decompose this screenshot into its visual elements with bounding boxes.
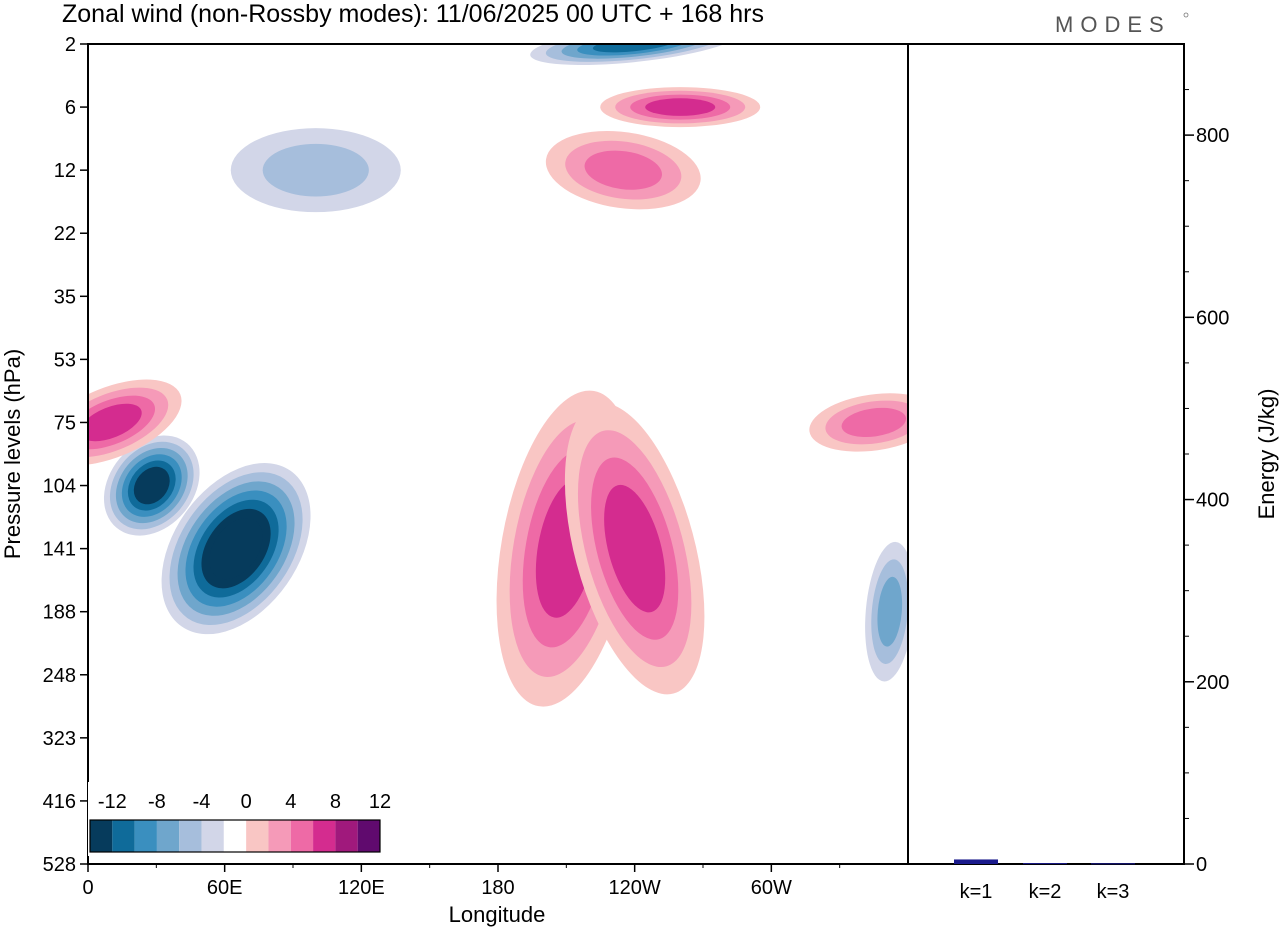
colorbar-swatch	[290, 820, 314, 852]
colorbar-label: 12	[369, 791, 391, 813]
easterly-anomaly	[103, 435, 200, 536]
easterly-anomaly	[230, 128, 401, 213]
energy-tick-label: 200	[1196, 672, 1229, 694]
colorbar-swatch	[156, 820, 180, 852]
colorbar-swatch	[90, 820, 113, 852]
colorbar-frame	[89, 819, 381, 853]
westerly-anomaly	[545, 130, 701, 210]
easterly-anomaly	[161, 463, 311, 635]
energy-bar	[1091, 863, 1135, 865]
contour-band	[877, 576, 903, 647]
colorbar-swatch	[134, 820, 157, 852]
easterly-anomaly	[865, 541, 908, 682]
energy-axis: 0 200 400 600 800	[1184, 89, 1229, 876]
x-axis: 0 60E 120E 180 120W 60W	[82, 864, 841, 899]
colorbar-swatch	[201, 820, 224, 852]
colorbar-swatch	[313, 820, 336, 852]
x-tick-label: 120E	[338, 877, 385, 899]
energy-bar	[954, 859, 998, 864]
energy-tick-label: 800	[1196, 125, 1229, 147]
y-tick-label: 141	[43, 539, 76, 561]
y-axis: 2 6 12 22 35 53 75 104 141 188 248 323 416 528	[43, 34, 88, 876]
y-tick-label: 2	[65, 34, 76, 56]
energy-bar	[1023, 863, 1067, 865]
colorbar-swatch	[357, 820, 380, 852]
colorbar-label: 4	[285, 791, 296, 813]
y-tick-label: 528	[43, 854, 76, 876]
chart-title: Zonal wind (non-Rossby modes): 11/06/202…	[62, 0, 764, 28]
contour-band	[88, 403, 142, 442]
contour-band	[645, 98, 716, 116]
y-tick-label: 12	[54, 160, 76, 182]
colorbar: -12 -8 -4 0 4 8 12	[88, 782, 391, 856]
y-tick-label: 188	[43, 602, 76, 624]
heatmap	[88, 44, 908, 864]
contour-band	[262, 143, 369, 197]
modes-logo: MODES	[1055, 12, 1171, 37]
x-tick-label: 120W	[609, 877, 661, 899]
westerly-anomaly	[809, 393, 908, 452]
y-tick-label: 35	[54, 286, 76, 308]
y-tick-label: 22	[54, 223, 76, 245]
colorbar-label: 0	[241, 791, 252, 813]
energy-axis-label: Energy (J/kg)	[1254, 389, 1279, 520]
westerly-anomaly	[564, 402, 705, 695]
colorbar-swatch	[335, 820, 358, 852]
contour-band	[133, 466, 170, 505]
energy-bar-label: k=3	[1097, 881, 1130, 903]
energy-panel-frame	[907, 43, 1185, 865]
x-tick-label: 60E	[207, 877, 243, 899]
contour-band	[841, 407, 907, 438]
contour-band	[604, 484, 666, 613]
y-tick-label: 75	[54, 412, 76, 434]
energy-tick-label: 600	[1196, 307, 1229, 329]
y-tick-label: 323	[43, 728, 76, 750]
y-axis-label: Pressure levels (hPa)	[0, 349, 25, 559]
contour-band	[592, 44, 677, 53]
colorbar-swatch	[246, 820, 269, 852]
energy-bar-label: k=2	[1029, 881, 1062, 903]
energy-tick-label: 0	[1196, 854, 1207, 876]
logo-mark	[1183, 12, 1189, 18]
colorbar-label: -12	[98, 791, 127, 813]
colorbar-swatch	[179, 820, 202, 852]
heatmap-background	[88, 44, 908, 864]
contour-band	[209, 518, 263, 580]
colorbar-swatch	[112, 820, 135, 852]
energy-tick-label: 400	[1196, 490, 1229, 512]
energy-bars: k=1 k=2 k=3	[954, 859, 1135, 903]
westerly-anomaly	[600, 87, 761, 128]
x-tick-label: 0	[82, 877, 93, 899]
y-tick-label: 104	[43, 476, 76, 498]
x-tick-label: 180	[481, 877, 514, 899]
colorbar-swatch	[223, 820, 247, 852]
y-tick-label: 6	[65, 97, 76, 119]
x-tick-label: 60W	[751, 877, 792, 899]
colorbar-label: -4	[193, 791, 211, 813]
colorbar-label: 8	[330, 791, 341, 813]
energy-bar-label: k=1	[960, 881, 993, 903]
x-axis-label: Longitude	[449, 902, 546, 927]
y-tick-label: 248	[43, 665, 76, 687]
easterly-anomaly	[530, 44, 740, 65]
colorbar-swatch	[268, 820, 291, 852]
y-tick-label: 53	[54, 349, 76, 371]
y-tick-label: 416	[43, 791, 76, 813]
colorbar-label: -8	[148, 791, 166, 813]
contour-band	[584, 150, 662, 190]
